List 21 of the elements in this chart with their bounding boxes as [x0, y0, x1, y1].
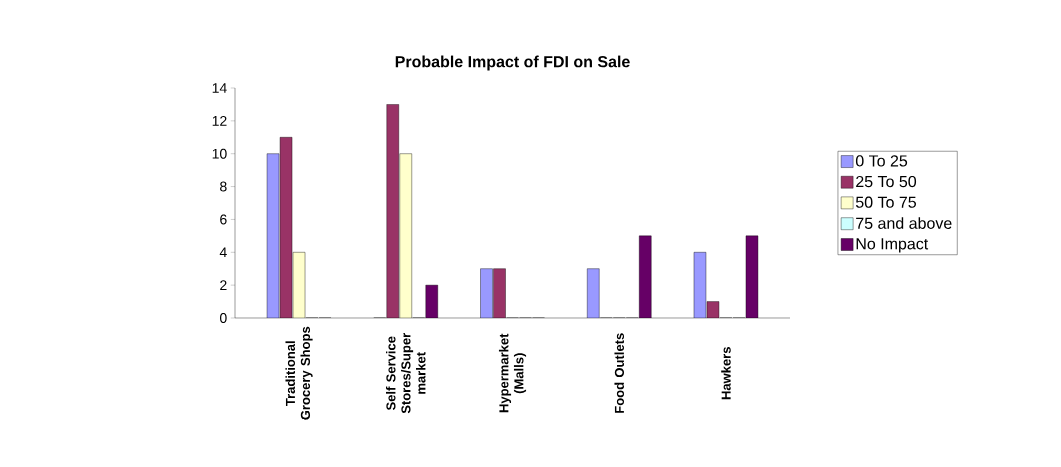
bar	[399, 153, 412, 318]
x-tick-label: Food Outlets	[614, 333, 625, 413]
y-tick-label: 2	[220, 280, 227, 291]
legend-label: 0 To 25	[855, 155, 908, 167]
x-tick-label: Self Service Stores/Super market	[386, 333, 426, 414]
legend-label: No Impact	[856, 238, 929, 253]
legend-label: 50 To 75	[855, 196, 917, 208]
chart-title: Probable Impact of FDI on Sale	[395, 55, 630, 71]
y-tick-label: 4	[219, 247, 227, 258]
bar	[386, 104, 399, 318]
legend-label: 25 To 50	[856, 175, 917, 188]
x-tick-label: Traditional Grocery Shops	[285, 326, 313, 420]
y-tick-label: 10	[212, 148, 227, 159]
legend-label: 75 and above	[856, 217, 952, 229]
y-tick-label: 6	[220, 214, 227, 225]
y-tick-label: 12	[212, 115, 227, 126]
y-tick-label: 14	[212, 83, 227, 93]
x-tick-label: Hawkers	[721, 347, 731, 400]
y-tick-label: 0	[219, 313, 227, 323]
y-tick-label: 8	[220, 181, 227, 192]
x-tick-label: Hypermarket (Malls)	[498, 333, 527, 413]
